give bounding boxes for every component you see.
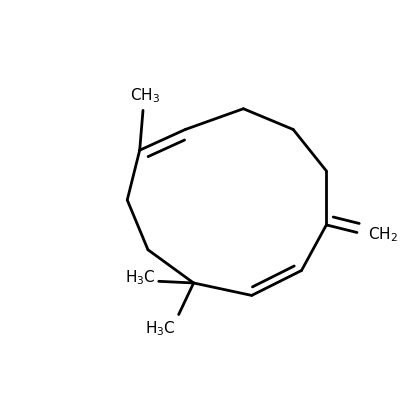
Text: H$_3$C: H$_3$C: [145, 320, 175, 338]
Text: CH$_3$: CH$_3$: [130, 87, 160, 106]
Text: CH$_2$: CH$_2$: [368, 225, 398, 244]
Text: H$_3$C: H$_3$C: [125, 268, 156, 287]
